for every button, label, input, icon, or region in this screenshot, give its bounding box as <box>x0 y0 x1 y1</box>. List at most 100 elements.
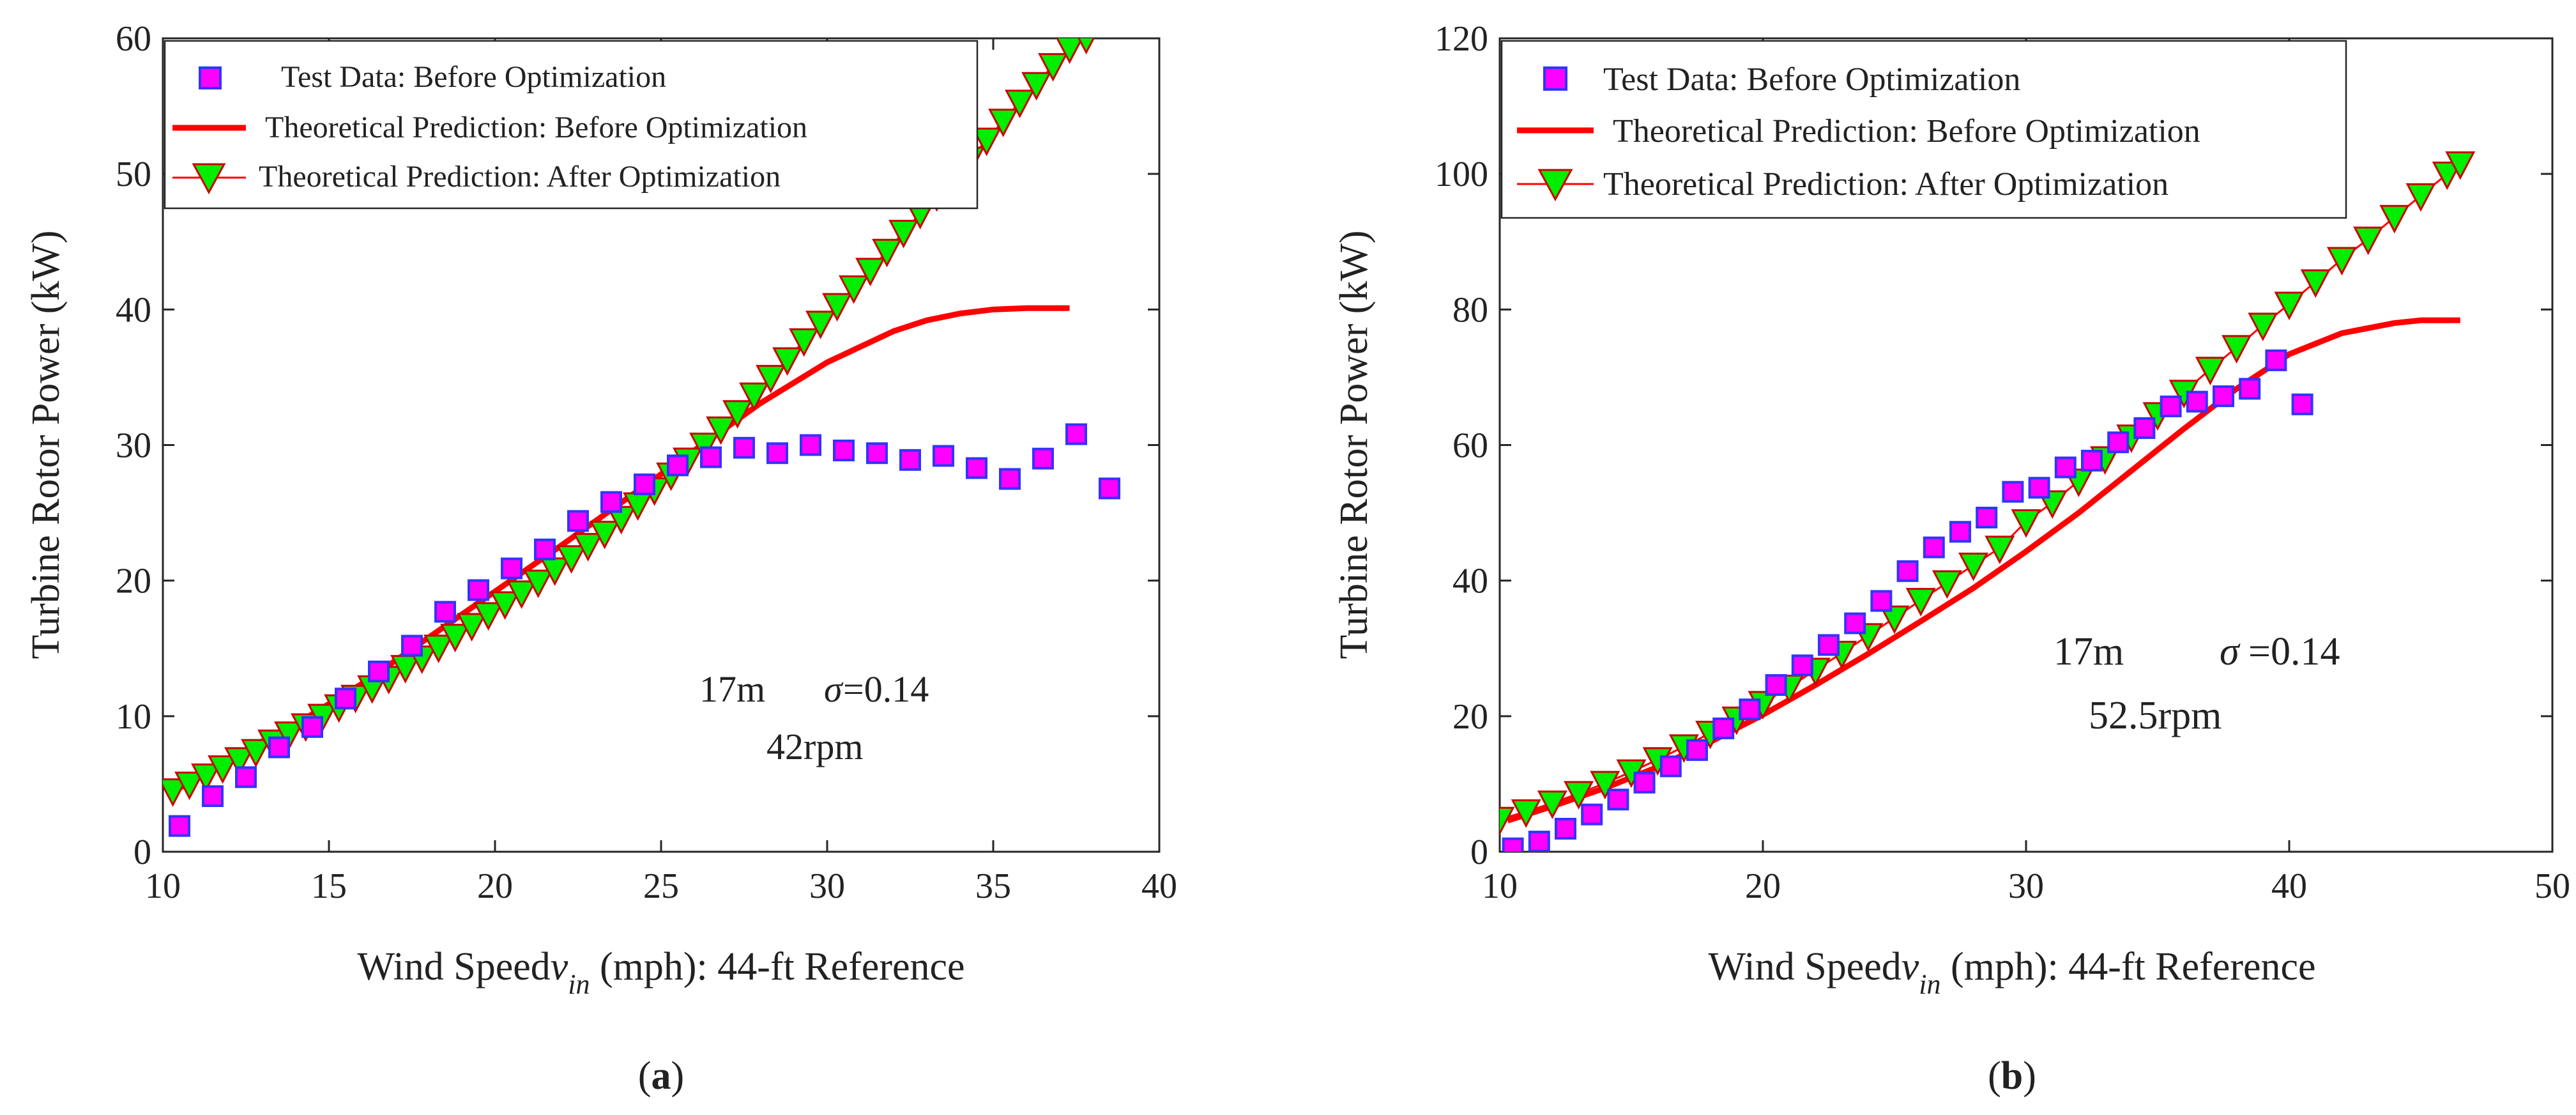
test-data-point <box>1765 674 1787 696</box>
test-data-point <box>700 446 722 468</box>
annotation-b: 17m σ =0.14 52.5rpm <box>2054 630 2340 737</box>
y-tick-label: 10 <box>116 697 151 737</box>
legend-label-before-a: Theoretical Prediction: Before Optimizat… <box>265 111 807 144</box>
test-data-point <box>2002 481 2024 503</box>
triangle-marker <box>1985 535 2015 565</box>
y-tick-label: 120 <box>1435 19 1488 59</box>
triangle-marker <box>241 739 271 768</box>
y-tick-label: 40 <box>1452 562 1488 601</box>
triangle-marker <box>2300 269 2331 298</box>
annotation-diameter-a: 17m <box>699 668 765 710</box>
triangle-marker <box>473 602 504 631</box>
annotation-a: 17m σ =0.14 42rpm <box>699 668 929 767</box>
triangle-marker <box>2248 312 2278 342</box>
test-data-point <box>2081 449 2103 472</box>
test-data-point <box>800 434 821 456</box>
test-data-point <box>202 785 224 808</box>
y-tick-label: 0 <box>1470 833 1488 872</box>
triangle-marker <box>2011 509 2041 538</box>
legend-label-test-b: Test Data: Before Optimization <box>1603 61 2020 98</box>
triangle-marker <box>2445 151 2476 180</box>
triangle-marker <box>507 580 537 610</box>
legend-marker-square-b <box>1543 66 1567 91</box>
annotation-sigma-value-b: =0.14 <box>2248 630 2340 673</box>
annotation-rpm-a: 42rpm <box>766 726 863 767</box>
test-data-point <box>368 660 390 682</box>
test-data-point <box>866 442 888 465</box>
triangle-marker <box>722 400 753 429</box>
test-data-point <box>2160 396 2182 418</box>
test-data-point <box>833 439 855 461</box>
x-tick-label: 10 <box>1482 866 1518 906</box>
triangle-marker <box>2195 357 2225 385</box>
x-tick-label: 40 <box>1141 866 1177 906</box>
triangle-marker <box>772 347 803 376</box>
triangle-marker <box>756 365 786 394</box>
test-data-point <box>1528 831 1550 852</box>
triangle-marker <box>789 328 819 357</box>
legend-label-test-a: Test Data: Before Optimization <box>281 60 666 94</box>
series-a <box>163 38 1120 837</box>
triangle-marker <box>1500 806 1515 836</box>
test-data-point <box>401 634 423 657</box>
triangle-marker <box>1932 570 1962 599</box>
triangle-marker <box>739 382 770 411</box>
test-data-point <box>2291 393 2313 415</box>
test-data-point <box>2028 477 2050 499</box>
triangle-marker <box>523 569 554 599</box>
triangle-marker <box>1958 552 1989 581</box>
test-data-point <box>2213 385 2234 408</box>
test-data-point <box>1976 507 1998 529</box>
test-data-point <box>766 442 788 465</box>
test-data-point <box>169 815 190 837</box>
triangle-marker <box>1905 588 1936 617</box>
test-data-point <box>1502 837 1524 852</box>
legend-marker-triangle-a <box>192 163 226 195</box>
triangle-marker <box>2379 204 2410 234</box>
legend-a: Test Data: Before Optimization Theoretic… <box>164 40 979 210</box>
test-data-point <box>1791 654 1813 677</box>
y-tick-label: 80 <box>1452 290 1488 330</box>
test-data-point <box>434 601 456 623</box>
legend-box-b <box>1500 40 2347 219</box>
triangle-marker <box>208 755 238 784</box>
legend-label-after-b: Theoretical Prediction: After Optimizati… <box>1603 166 2168 203</box>
triangle-marker <box>706 416 736 445</box>
triangle-marker <box>805 311 836 339</box>
triangle-marker <box>457 613 487 642</box>
annotation-sigma-value-a: =0.14 <box>843 668 929 710</box>
triangle-marker <box>872 238 903 268</box>
test-data-point <box>1896 560 1919 582</box>
test-data-point <box>1818 634 1840 656</box>
y-tick-label: 0 <box>133 833 151 872</box>
test-data-point <box>268 736 290 758</box>
test-data-point <box>335 688 356 710</box>
test-data-point <box>634 473 655 496</box>
triangle-marker <box>2274 291 2305 321</box>
triangle-marker <box>2326 247 2357 276</box>
y-tick-label: 100 <box>1435 155 1488 194</box>
test-data-point <box>1607 788 1629 811</box>
triangle-marker <box>855 258 886 287</box>
triangle-marker <box>822 293 853 322</box>
x-tick-label: 30 <box>809 866 845 906</box>
x-tick-label: 20 <box>477 866 513 906</box>
triangle-marker <box>423 634 454 663</box>
test-data-point <box>2107 431 2130 454</box>
test-data-point <box>1949 521 1971 543</box>
triangle-marker <box>1038 53 1069 82</box>
triangle-marker <box>1078 38 1095 55</box>
triangle-marker <box>839 275 869 304</box>
test-data-point <box>1712 717 1735 739</box>
triangle-marker <box>163 778 188 807</box>
y-tick-label: 20 <box>116 562 151 601</box>
x-tick-label: 10 <box>145 866 181 906</box>
test-data-point <box>1555 817 1576 840</box>
test-data-point <box>733 436 755 459</box>
test-data-point <box>1099 477 1120 500</box>
x-tick-label: 20 <box>1745 866 1781 906</box>
test-data-point <box>1686 739 1708 761</box>
test-data-point <box>2239 378 2261 400</box>
